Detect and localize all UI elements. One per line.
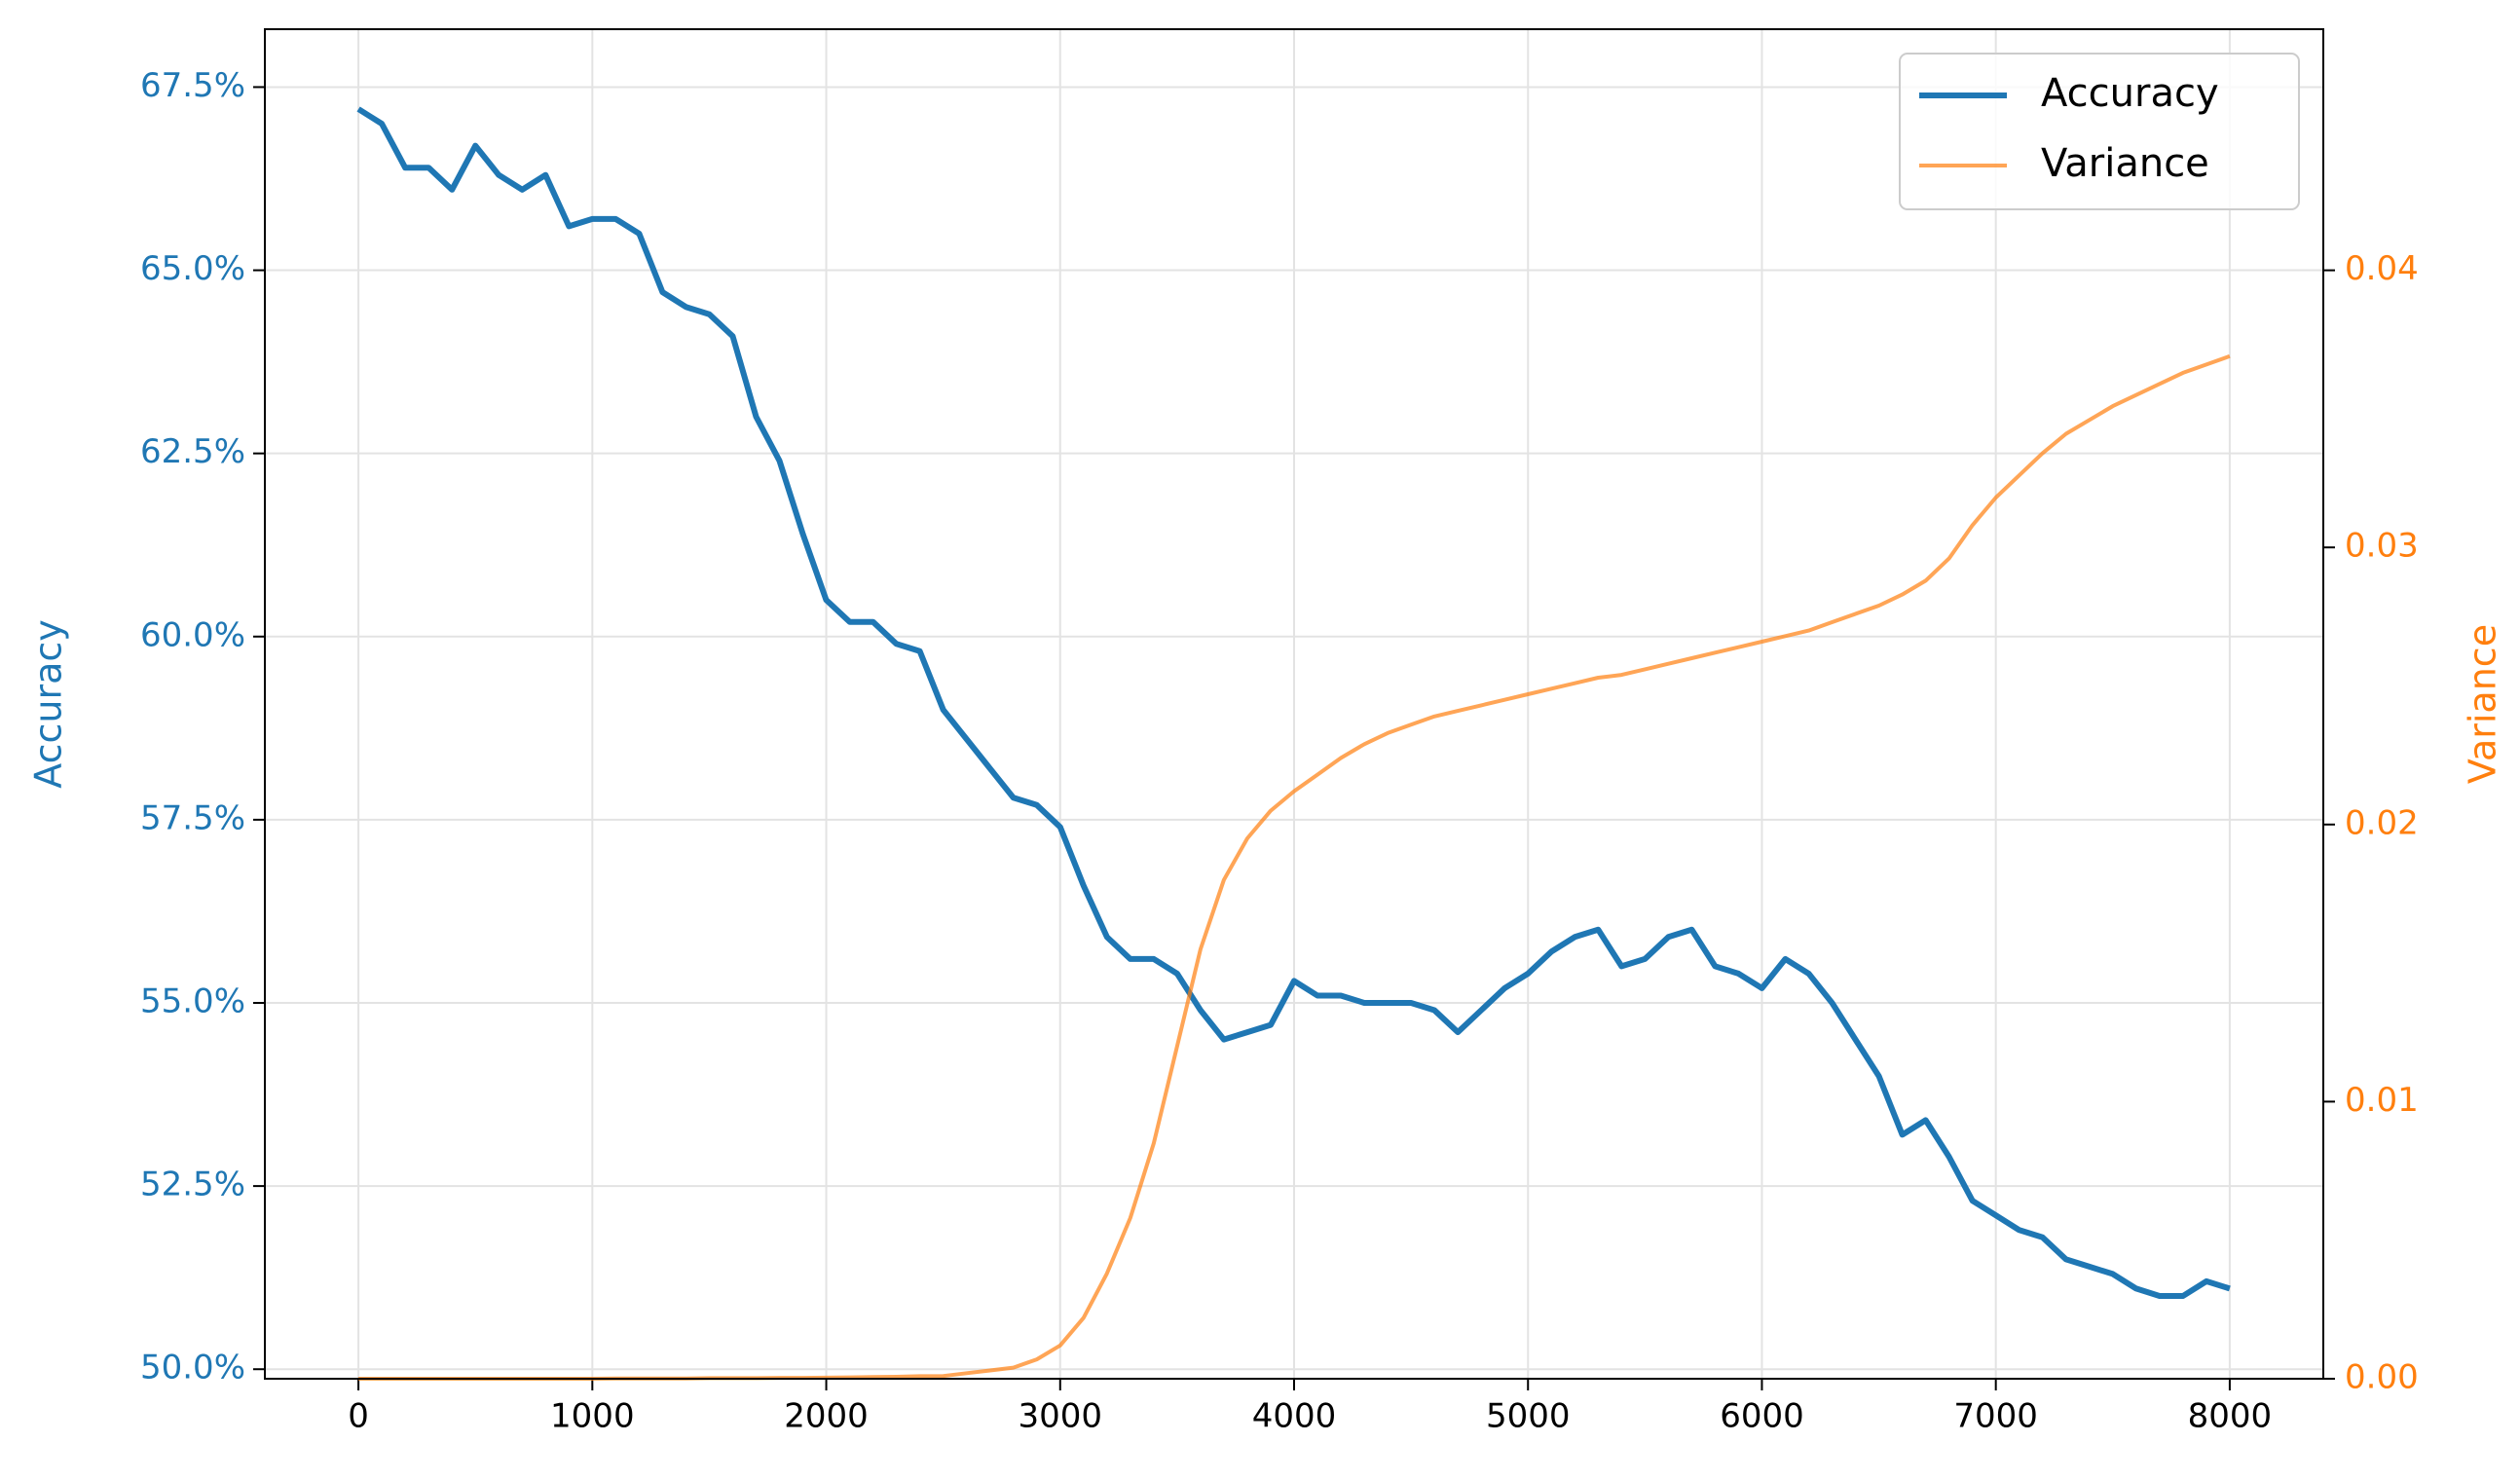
x-tick-label: 6000	[1720, 1397, 1804, 1436]
x-tick-label: 8000	[2188, 1397, 2273, 1436]
line-accuracy	[356, 106, 2231, 1299]
plot-frame	[264, 28, 2324, 1380]
y2-tick-label: 0.04	[2345, 249, 2419, 288]
y-tick-label: 52.5%	[140, 1166, 245, 1204]
x-tick-label: 7000	[1953, 1397, 2038, 1436]
legend-label: Variance	[2041, 141, 2209, 186]
y-tick-label: 50.0%	[140, 1349, 245, 1388]
y2-tick-label: 0.02	[2345, 803, 2419, 842]
x-tick-label: 4000	[1252, 1397, 1337, 1436]
x-tick-label: 2000	[784, 1397, 869, 1436]
y-tick-label: 60.0%	[140, 615, 245, 654]
y-tick-label: 65.0%	[140, 249, 245, 288]
y2-axis-label: Variance	[2462, 624, 2504, 784]
y2-tick-label: 0.03	[2345, 527, 2419, 566]
y2-tick-label: 0.01	[2345, 1081, 2419, 1120]
y-tick-label: 57.5%	[140, 798, 245, 837]
x-tick-label: 1000	[550, 1397, 635, 1436]
y-tick-label: 62.5%	[140, 432, 245, 471]
y-tick-label: 67.5%	[140, 66, 245, 105]
x-tick-label: 5000	[1486, 1397, 1571, 1436]
y2-tick-label: 0.00	[2345, 1358, 2419, 1397]
x-tick-label: 3000	[1019, 1397, 1103, 1436]
legend-label: Accuracy	[2041, 71, 2219, 116]
y-tick-label: 55.0%	[140, 981, 245, 1020]
y-axis-label: Accuracy	[27, 619, 70, 789]
x-tick-label: 0	[348, 1397, 369, 1436]
